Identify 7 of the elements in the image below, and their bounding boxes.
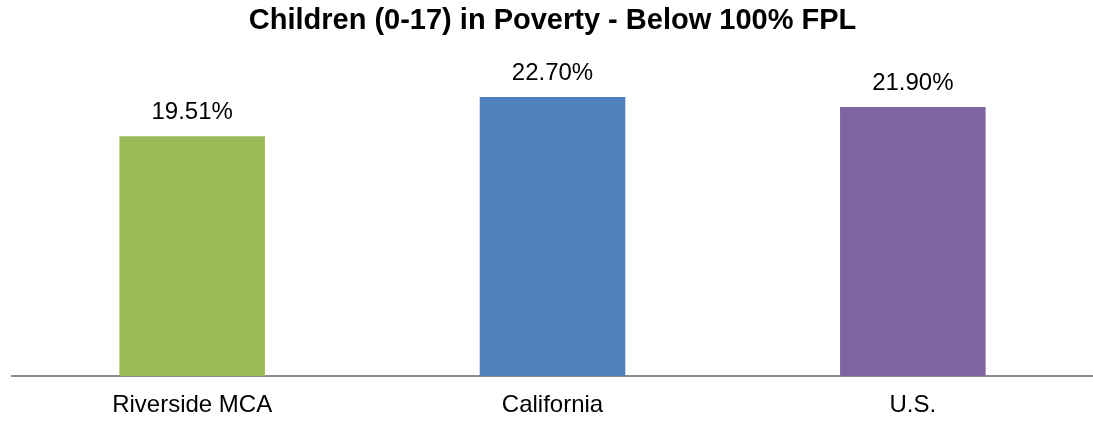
data-label: 21.90% [872, 67, 954, 95]
x-tick-label: U.S. [889, 389, 937, 417]
x-tick-label: Riverside MCA [112, 389, 273, 417]
x-tick-label: California [501, 389, 604, 417]
chart-title: Children (0-17) in Poverty - Below 100% FPL [248, 3, 857, 36]
data-label: 22.70% [511, 58, 594, 86]
data-label: 19.51% [151, 97, 233, 125]
